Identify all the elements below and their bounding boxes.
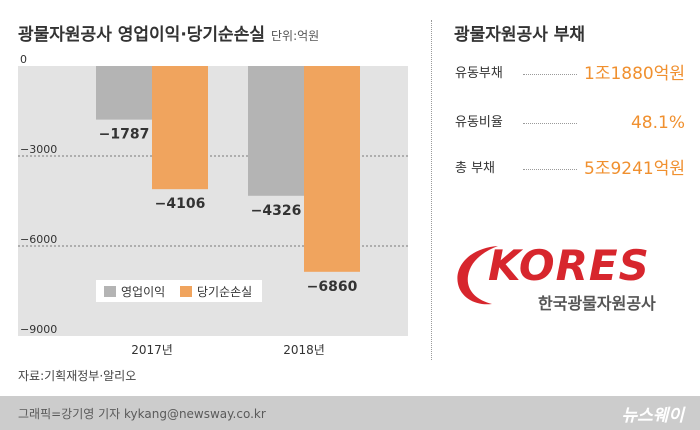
kores-swoosh-icon [457,246,498,305]
legend-swatch [104,286,116,297]
source-note: 자료:기획재정부·알리오 [18,369,137,383]
bar [248,66,304,196]
y-tick-label: 0 [20,53,27,66]
legend-label: 당기순손실 [197,285,252,299]
debt-panel-title: 광물자원공사 부채 [454,25,586,45]
chart-title: 광물자원공사 영업이익·당기순손실 단위:억원 [18,20,319,45]
debt-label: 유동비율 [455,115,503,130]
y-tick-label: −6000 [20,233,57,246]
debt-row-current-ratio: 유동비율 48.1% [455,107,685,133]
legend-box [96,280,262,302]
graphic-credit: 그래픽=강기영 기자 kykang@newsway.co.kr [18,407,266,421]
kores-wordmark: KORES [488,241,650,290]
leader-dots [523,169,577,170]
bar [304,66,360,272]
x-tick-label: 2018년 [283,343,325,357]
y-tick-label: −3000 [20,143,57,156]
leader-dots [523,123,577,124]
data-label: −1787 [99,127,150,143]
kores-logo: KORES 한국광물자원공사 [452,240,687,320]
debt-value: 48.1% [630,113,685,133]
y-tick-label: −9000 [20,323,57,336]
x-tick-label: 2017년 [131,343,173,357]
bar [96,66,152,120]
unit-label: 단위:억원 [270,29,320,43]
debt-value: 5조9241억원 [584,159,685,179]
legend-label: 영업이익 [121,285,165,299]
debt-row-total-liabilities: 총 부채 5조9241억원 [455,153,685,179]
debt-label: 총 부채 [455,161,496,176]
leader-dots [523,74,577,75]
data-label: −6860 [307,279,358,295]
debt-label: 유동부채 [455,66,503,81]
bar-chart: 0 −3000 −6000 −9000 −1787 −4106 2017년 −4326 −686… [18,53,408,357]
data-label: −4326 [251,203,302,219]
debt-value: 1조1880억원 [584,64,685,84]
chart-title-text: 광물자원공사 영업이익·당기순손실 [18,25,265,45]
panel-divider [431,20,432,360]
kores-org-name: 한국광물자원공사 [538,294,656,313]
footer-bar: 그래픽=강기영 기자 kykang@newsway.co.kr 뉴스웨이 [0,396,700,430]
legend-swatch [180,286,192,297]
bar [152,66,208,190]
debt-row-current-liabilities: 유동부채 1조1880억원 [455,58,685,84]
data-label: −4106 [155,196,206,212]
newsway-logo: 뉴스웨이 [621,406,684,426]
